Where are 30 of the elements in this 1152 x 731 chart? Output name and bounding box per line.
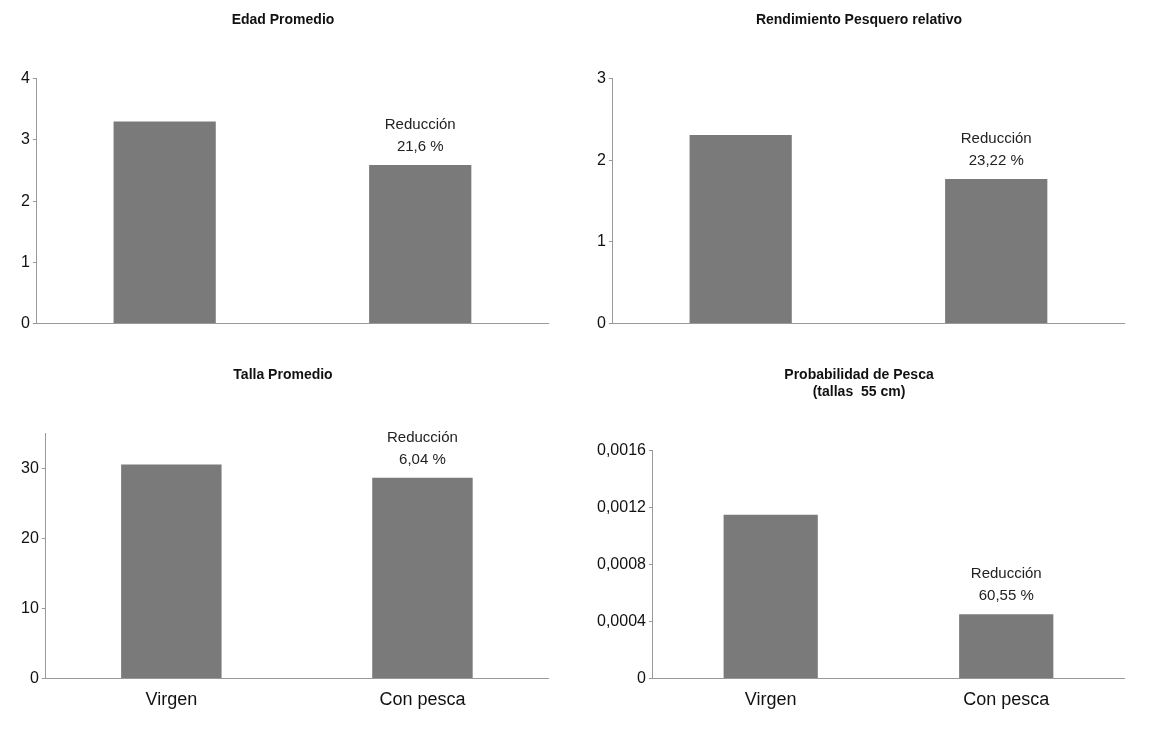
y-tick-label: 4 [20, 69, 30, 87]
y-tick-label: 1 [596, 232, 606, 250]
chart-title: Edad Promedio [231, 11, 335, 28]
annotation: Reducción 23,22 % [960, 129, 1032, 169]
y-tick-label: 0,0012 [597, 497, 647, 515]
y-tick-label: 1 [20, 252, 30, 270]
y-tick-label: 0 [29, 668, 39, 686]
y-tick-label: 10 [21, 598, 39, 616]
annotation: Reducción 60,55 % [970, 564, 1042, 604]
annotation: Reducción 6,04 % [387, 427, 458, 467]
y-tick-label: 3 [20, 130, 30, 148]
chart-title: Rendimiento Pesquero relativo [755, 11, 963, 28]
y-tick-label: 2 [20, 191, 30, 209]
y-tick-label: 0 [596, 313, 606, 331]
y-tick-label: 0,0008 [597, 554, 647, 572]
y-tick-label: 2 [596, 150, 606, 168]
y-tick-label: 20 [21, 529, 39, 547]
y-tick-label: 3 [596, 69, 606, 87]
x-tick-label: Con pesca [379, 689, 467, 710]
x-tick-label: Virgen [145, 689, 198, 710]
y-tick-label: 0 [20, 313, 30, 331]
y-tick-label: 0,0016 [597, 441, 647, 459]
chart-title: Talla Promedio [233, 366, 333, 383]
y-tick-label: 30 [21, 459, 39, 477]
annotation: Reducción 21,6 % [384, 115, 456, 155]
chart-title: Probabilidad de Pesca (tallas 55 cm) [784, 366, 934, 400]
x-tick-label: Virgen [744, 689, 797, 710]
y-tick-label: 0 [637, 668, 647, 686]
x-tick-label: Con pesca [963, 689, 1051, 710]
y-tick-label: 0,0004 [597, 611, 647, 629]
